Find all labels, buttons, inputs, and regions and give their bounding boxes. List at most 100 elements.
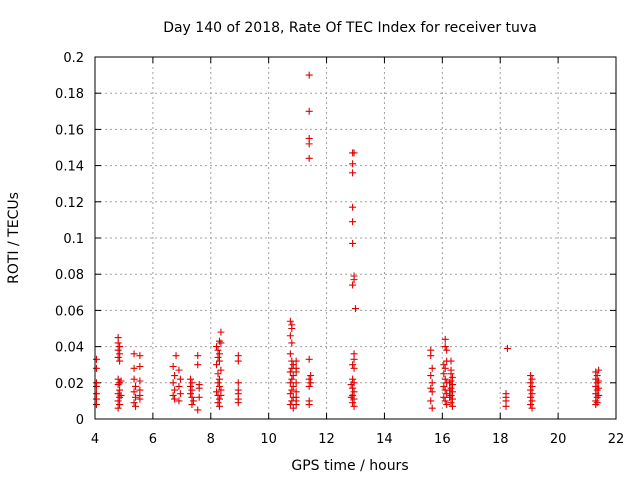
data-point-marker bbox=[527, 386, 535, 394]
data-point-marker bbox=[132, 393, 140, 401]
data-point-marker bbox=[215, 375, 223, 383]
data-point-marker bbox=[136, 363, 144, 371]
data-point-marker bbox=[347, 381, 355, 389]
data-point-marker bbox=[130, 399, 138, 407]
data-point-marker bbox=[114, 353, 122, 361]
data-point-marker bbox=[447, 357, 455, 365]
data-point-marker bbox=[114, 339, 122, 347]
data-point-marker bbox=[446, 393, 454, 401]
data-point-marker bbox=[116, 386, 124, 394]
data-point-marker bbox=[305, 71, 313, 79]
data-point-marker bbox=[428, 364, 436, 372]
data-point-marker bbox=[171, 395, 179, 403]
x-tick-label: 8 bbox=[207, 432, 215, 447]
data-point-marker bbox=[349, 160, 357, 168]
data-point-marker bbox=[350, 149, 358, 157]
data-point-marker bbox=[349, 384, 357, 392]
data-point-marker bbox=[305, 355, 313, 363]
data-point-marker bbox=[92, 401, 100, 409]
data-point-marker bbox=[440, 370, 448, 378]
data-point-marker bbox=[194, 406, 202, 414]
data-point-marker bbox=[188, 393, 196, 401]
data-point-marker bbox=[214, 346, 222, 354]
data-point-marker bbox=[447, 384, 455, 392]
data-point-marker bbox=[443, 346, 451, 354]
data-point-marker bbox=[527, 379, 535, 387]
data-point-marker bbox=[116, 350, 124, 358]
data-point-marker bbox=[350, 355, 358, 363]
data-point-marker bbox=[288, 325, 296, 332]
data-point-marker bbox=[440, 361, 448, 369]
data-point-marker bbox=[592, 401, 600, 409]
data-point-marker bbox=[528, 390, 536, 398]
data-point-marker bbox=[175, 397, 183, 405]
data-point-marker bbox=[595, 384, 603, 392]
data-point-marker bbox=[114, 381, 122, 389]
data-point-marker bbox=[217, 391, 225, 399]
data-point-marker bbox=[169, 379, 177, 387]
y-tick-label: 0.06 bbox=[55, 304, 84, 319]
data-point-marker bbox=[593, 379, 601, 387]
data-point-marker bbox=[305, 375, 313, 383]
data-point-marker bbox=[349, 281, 357, 289]
data-point-marker bbox=[132, 402, 140, 410]
data-point-marker bbox=[448, 402, 456, 410]
data-point-marker bbox=[427, 372, 435, 380]
data-point-marker bbox=[136, 377, 144, 385]
data-point-marker bbox=[213, 388, 221, 396]
data-point-marker bbox=[286, 332, 294, 340]
data-point-marker bbox=[440, 382, 448, 390]
data-point-marker bbox=[428, 388, 436, 396]
data-point-marker bbox=[349, 399, 357, 407]
data-point-marker bbox=[288, 386, 296, 394]
data-point-marker bbox=[447, 377, 455, 385]
data-point-marker bbox=[292, 401, 300, 409]
data-point-marker bbox=[176, 375, 184, 383]
data-point-marker bbox=[528, 397, 536, 405]
x-axis-label: GPS time / hours bbox=[291, 458, 408, 474]
data-point-marker bbox=[288, 375, 296, 383]
data-point-marker bbox=[116, 379, 124, 387]
data-point-marker bbox=[349, 169, 357, 177]
y-tick-label: 0 bbox=[76, 413, 84, 428]
x-tick-label: 22 bbox=[608, 432, 625, 447]
data-point-marker bbox=[441, 375, 449, 383]
data-point-marker bbox=[214, 399, 222, 407]
data-point-marker bbox=[171, 372, 179, 380]
data-point-marker bbox=[289, 372, 297, 380]
data-point-marker bbox=[528, 404, 536, 412]
data-points bbox=[92, 71, 603, 414]
data-point-marker bbox=[349, 391, 357, 399]
y-axis-label: ROTI / TECUs bbox=[6, 192, 22, 284]
data-point-marker bbox=[132, 382, 140, 390]
data-point-marker bbox=[175, 366, 183, 374]
data-point-marker bbox=[428, 379, 436, 387]
data-point-marker bbox=[443, 390, 451, 398]
data-point-marker bbox=[117, 377, 125, 385]
data-point-marker bbox=[502, 402, 510, 410]
data-point-marker bbox=[130, 350, 138, 358]
data-point-marker bbox=[194, 361, 202, 369]
data-point-marker bbox=[349, 375, 357, 383]
data-point-marker bbox=[441, 335, 449, 343]
data-point-marker bbox=[305, 140, 313, 148]
data-point-marker bbox=[215, 357, 223, 365]
data-point-marker bbox=[350, 364, 358, 372]
data-point-marker bbox=[352, 305, 359, 313]
data-point-marker bbox=[347, 393, 355, 401]
data-point-marker bbox=[215, 350, 223, 358]
x-tick-label: 4 bbox=[91, 432, 99, 447]
data-point-marker bbox=[175, 382, 183, 390]
x-tick-label: 12 bbox=[318, 432, 335, 447]
data-point-marker bbox=[288, 339, 296, 347]
data-point-marker bbox=[349, 203, 357, 211]
data-point-marker bbox=[441, 343, 449, 351]
data-point-marker bbox=[114, 346, 122, 354]
data-point-marker bbox=[286, 317, 294, 325]
data-point-marker bbox=[593, 399, 601, 407]
data-point-marker bbox=[350, 402, 358, 410]
data-point-marker bbox=[214, 370, 222, 378]
data-point-marker bbox=[92, 364, 100, 372]
data-point-marker bbox=[188, 386, 196, 394]
